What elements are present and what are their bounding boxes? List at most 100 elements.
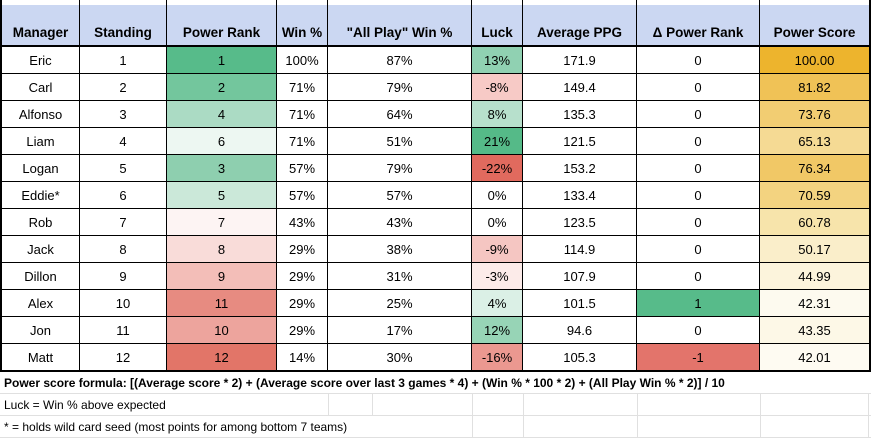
cell-manager[interactable]: Rob (2, 209, 80, 235)
column-header-standing[interactable]: Standing (80, 5, 167, 45)
cell-all_play[interactable]: 51% (328, 128, 472, 154)
empty-grid-cell[interactable] (637, 416, 760, 437)
column-header-win_pct[interactable]: Win % (277, 5, 328, 45)
cell-power_score[interactable]: 50.17 (760, 236, 869, 262)
cell-luck[interactable]: 8% (472, 101, 523, 127)
cell-delta_pr[interactable]: 0 (637, 101, 760, 127)
cell-delta_pr[interactable]: 0 (637, 74, 760, 100)
cell-power_rank[interactable]: 1 (167, 47, 277, 73)
cell-manager[interactable]: Alex (2, 290, 80, 316)
cell-manager[interactable]: Logan (2, 155, 80, 181)
cell-all_play[interactable]: 87% (328, 47, 472, 73)
empty-grid-cell[interactable] (760, 416, 869, 437)
luck-note-cell[interactable]: Luck = Win % above expected (4, 397, 166, 412)
cell-win_pct[interactable]: 29% (277, 317, 328, 343)
cell-win_pct[interactable]: 29% (277, 263, 328, 289)
cell-power_score[interactable]: 73.76 (760, 101, 869, 127)
cell-delta_pr[interactable]: 0 (637, 263, 760, 289)
cell-manager[interactable]: Carl (2, 74, 80, 100)
cell-manager[interactable]: Liam (2, 128, 80, 154)
cell-delta_pr[interactable]: 0 (637, 155, 760, 181)
cell-standing[interactable]: 6 (80, 182, 167, 208)
cell-win_pct[interactable]: 71% (277, 101, 328, 127)
cell-power_rank[interactable]: 9 (167, 263, 277, 289)
cell-delta_pr[interactable]: -1 (637, 344, 760, 370)
cell-luck[interactable]: -16% (472, 344, 523, 370)
cell-avg_ppg[interactable]: 123.5 (523, 209, 637, 235)
empty-grid-cell[interactable] (472, 394, 523, 415)
cell-power_rank[interactable]: 3 (167, 155, 277, 181)
cell-power_rank[interactable]: 12 (167, 344, 277, 370)
column-header-avg_ppg[interactable]: Average PPG (523, 5, 637, 45)
empty-grid-cell[interactable] (328, 394, 372, 415)
cell-luck[interactable]: 4% (472, 290, 523, 316)
cell-avg_ppg[interactable]: 135.3 (523, 101, 637, 127)
cell-delta_pr[interactable]: 0 (637, 182, 760, 208)
cell-power_score[interactable]: 44.99 (760, 263, 869, 289)
cell-manager[interactable]: Dillon (2, 263, 80, 289)
cell-all_play[interactable]: 79% (328, 155, 472, 181)
cell-avg_ppg[interactable]: 107.9 (523, 263, 637, 289)
cell-all_play[interactable]: 17% (328, 317, 472, 343)
cell-power_rank[interactable]: 6 (167, 128, 277, 154)
cell-all_play[interactable]: 31% (328, 263, 472, 289)
cell-all_play[interactable]: 38% (328, 236, 472, 262)
cell-standing[interactable]: 1 (80, 47, 167, 73)
empty-grid-cell[interactable] (523, 416, 637, 437)
cell-power_score[interactable]: 100.00 (760, 47, 869, 73)
cell-power_score[interactable]: 70.59 (760, 182, 869, 208)
cell-avg_ppg[interactable]: 171.9 (523, 47, 637, 73)
cell-delta_pr[interactable]: 0 (637, 209, 760, 235)
cell-luck[interactable]: -22% (472, 155, 523, 181)
cell-standing[interactable]: 11 (80, 317, 167, 343)
cell-delta_pr[interactable]: 0 (637, 236, 760, 262)
cell-manager[interactable]: Jon (2, 317, 80, 343)
cell-standing[interactable]: 2 (80, 74, 167, 100)
formula-note-cell[interactable]: Power score formula: [(Average score * 2… (4, 375, 725, 390)
cell-all_play[interactable]: 30% (328, 344, 472, 370)
column-header-power_rank[interactable]: Power Rank (167, 5, 277, 45)
wildcard-note-cell[interactable]: * = holds wild card seed (most points fo… (4, 419, 348, 434)
cell-avg_ppg[interactable]: 101.5 (523, 290, 637, 316)
cell-manager[interactable]: Eric (2, 47, 80, 73)
cell-power_rank[interactable]: 8 (167, 236, 277, 262)
column-header-power_score[interactable]: Power Score (760, 5, 869, 45)
cell-luck[interactable]: 0% (472, 182, 523, 208)
cell-luck[interactable]: 13% (472, 47, 523, 73)
column-header-all_play[interactable]: "All Play" Win % (328, 5, 472, 45)
cell-standing[interactable]: 8 (80, 236, 167, 262)
cell-manager[interactable]: Alfonso (2, 101, 80, 127)
cell-power_score[interactable]: 65.13 (760, 128, 869, 154)
cell-avg_ppg[interactable]: 153.2 (523, 155, 637, 181)
cell-win_pct[interactable]: 43% (277, 209, 328, 235)
cell-win_pct[interactable]: 71% (277, 128, 328, 154)
cell-win_pct[interactable]: 57% (277, 182, 328, 208)
empty-grid-cell[interactable] (472, 416, 523, 437)
column-header-manager[interactable]: Manager (2, 5, 80, 45)
cell-power_rank[interactable]: 10 (167, 317, 277, 343)
cell-win_pct[interactable]: 71% (277, 74, 328, 100)
cell-manager[interactable]: Eddie* (2, 182, 80, 208)
cell-all_play[interactable]: 79% (328, 74, 472, 100)
cell-all_play[interactable]: 57% (328, 182, 472, 208)
cell-avg_ppg[interactable]: 94.6 (523, 317, 637, 343)
cell-power_rank[interactable]: 5 (167, 182, 277, 208)
cell-standing[interactable]: 5 (80, 155, 167, 181)
empty-grid-cell[interactable] (372, 394, 472, 415)
cell-luck[interactable]: 0% (472, 209, 523, 235)
cell-power_score[interactable]: 42.31 (760, 290, 869, 316)
cell-manager[interactable]: Matt (2, 344, 80, 370)
cell-win_pct[interactable]: 14% (277, 344, 328, 370)
cell-delta_pr[interactable]: 0 (637, 47, 760, 73)
column-header-delta_pr[interactable]: Δ Power Rank (637, 5, 760, 45)
cell-win_pct[interactable]: 29% (277, 236, 328, 262)
cell-avg_ppg[interactable]: 121.5 (523, 128, 637, 154)
cell-win_pct[interactable]: 57% (277, 155, 328, 181)
cell-power_rank[interactable]: 7 (167, 209, 277, 235)
column-header-luck[interactable]: Luck (472, 5, 523, 45)
cell-power_rank[interactable]: 4 (167, 101, 277, 127)
cell-all_play[interactable]: 64% (328, 101, 472, 127)
cell-avg_ppg[interactable]: 105.3 (523, 344, 637, 370)
cell-delta_pr[interactable]: 0 (637, 317, 760, 343)
cell-all_play[interactable]: 25% (328, 290, 472, 316)
